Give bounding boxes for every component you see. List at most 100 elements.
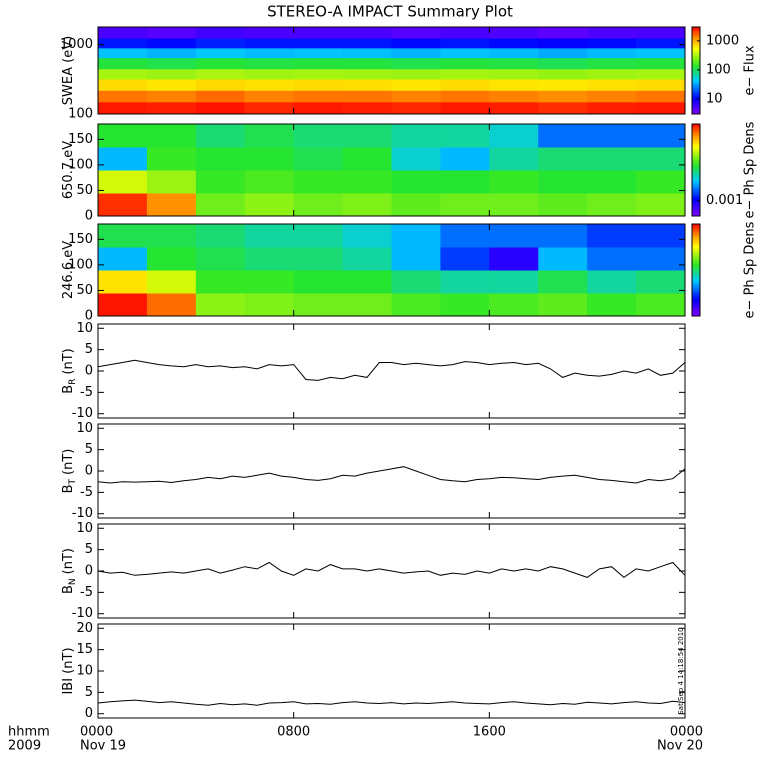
heatmap-cell [440,270,490,294]
x-date-label: Nov 20 [657,739,703,754]
heatmap-cell [391,170,441,194]
heatmap-cell [587,68,637,80]
colorbar-tick-label: 100 [706,62,731,77]
heatmap-cell [342,170,392,194]
heatmap-cell [440,193,490,217]
heatmap-cell [587,57,637,70]
heatmap-cell [146,68,197,80]
y-axis-label-main: IBI (nT) [61,647,76,694]
heatmap-cell [195,193,246,217]
y-axis-label-main: B [61,585,76,594]
colorbar-tick-label: 0.001 [706,193,743,208]
heatmap-cell [538,224,588,248]
heatmap-cell [195,124,246,148]
heatmap-cell [146,47,197,59]
heatmap-cell [538,170,588,194]
heatmap-cell [98,47,148,59]
y-tick-label: 150 [68,132,93,147]
heatmap-cell [587,124,637,148]
y-tick-label: -10 [72,406,93,421]
heatmap-cell [538,101,588,115]
heatmap-cell [146,170,197,194]
heatmap-cell [587,247,637,271]
heatmap-cell [342,47,392,59]
heatmap-cell [146,57,197,70]
heatmap-cell [98,247,148,271]
heatmap-cell [587,90,637,103]
heatmap-cell [587,101,637,115]
y-tick-label: 5 [85,542,93,557]
panel-frame [97,26,686,115]
heatmap-cell [636,224,686,248]
heatmap-cell [98,27,148,39]
heatmap-cell [146,247,197,271]
heatmap-cell [391,293,441,317]
heatmap-cell [538,247,588,271]
heatmap-cell [342,78,392,91]
y-axis-label: BN (nT) [61,548,78,594]
panel: -10 -5 0 5 10 BT (nT) [61,421,686,521]
y-axis-label-main: SWEA (eV) [61,36,76,105]
heatmap-cell [195,90,246,103]
y-tick-label: 10 [76,521,93,536]
heatmap-cell [587,37,637,49]
y-axis-label-unit: (nT) [61,449,76,475]
heatmap-cell [489,37,539,49]
heatmap-cell [293,193,344,217]
heatmap-cell [636,124,686,148]
colorbar-label: e− Ph Sp Dens [743,121,758,218]
x-date-label: Nov 19 [80,739,126,754]
heatmap-cell [342,193,392,217]
y-axis-label: 246.6 eV [61,241,76,299]
y-tick-label: 5 [85,342,93,357]
y-axis-label-sub: N [68,578,78,585]
heatmap-cell [195,37,246,49]
heatmap-cell [146,124,197,148]
colorbar-tick-label: 1000 [706,33,739,48]
heatmap-cell [489,224,539,248]
heatmap-cell [538,27,588,39]
heatmap-cell [293,147,344,171]
heatmap-cell [440,124,490,148]
heatmap-cell [391,68,441,80]
heatmap-cell [489,57,539,70]
heatmap-cell [587,270,637,294]
heatmap-cell [293,78,344,91]
heatmap-cell [538,47,588,59]
heatmap-cell [391,124,441,148]
y-tick-label: 15 [76,642,93,657]
y-tick-label: 0 [85,564,93,579]
heatmap-cell [98,224,148,248]
colorbar [691,26,701,115]
y-tick-label: 100 [68,107,93,122]
y-tick-label: -5 [80,585,93,600]
heatmap-cell [195,247,246,271]
heatmap-cell [146,78,197,91]
heatmap-cell [244,124,295,148]
data-line [97,359,686,381]
heatmap-cell [342,90,392,103]
heatmap-cell [489,247,539,271]
y-axis-label-main: 246.6 eV [61,241,76,299]
y-axis-label-main: B [61,385,76,394]
heatmap-cell [391,57,441,70]
heatmap-cell [440,147,490,171]
y-tick-label: 5 [85,685,93,700]
heatmap-cell [587,170,637,194]
heatmap-cell [293,47,344,59]
y-tick-label: 10 [76,421,93,436]
y-tick-label: 0 [85,364,93,379]
heatmap-cell [98,57,148,70]
heatmap-cell [244,147,295,171]
heatmap-cell [440,247,490,271]
heatmap-cell [195,47,246,59]
heatmap-cell [587,293,637,317]
heatmap-cell [244,78,295,91]
heatmap-cell [195,78,246,91]
heatmap-cell [636,247,686,271]
y-tick-label: 10 [76,664,93,679]
y-tick-label: -10 [72,506,93,521]
heatmap-cell [195,270,246,294]
heatmap-cell [244,68,295,80]
